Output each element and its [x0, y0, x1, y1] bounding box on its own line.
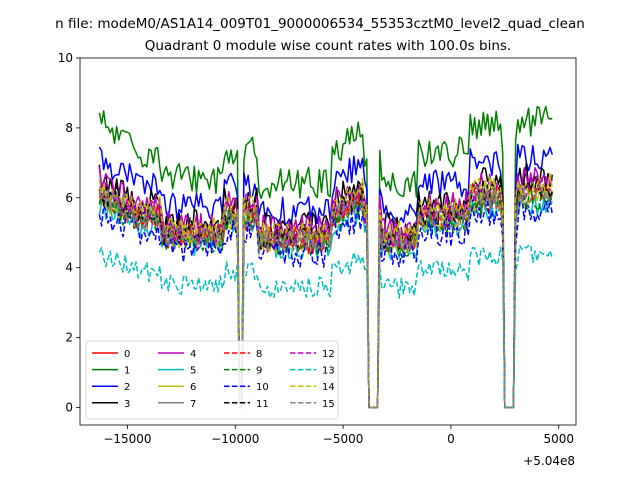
- legend-label: 3: [124, 399, 130, 410]
- chart-title: Quadrant 0 module wise count rates with …: [145, 38, 511, 54]
- legend-label: 10: [256, 382, 269, 393]
- series-line-9: [98, 187, 553, 409]
- legend-label: 15: [322, 399, 335, 410]
- y-tick-label: 0: [65, 401, 73, 415]
- figure-suptitle: n file: modeM0/AS1A14_009T01_9000006534_…: [55, 16, 585, 32]
- legend-label: 9: [256, 366, 262, 377]
- legend-label: 11: [256, 399, 269, 410]
- y-tick-label: 2: [65, 331, 73, 345]
- series-line-15: [98, 184, 553, 409]
- x-tick-label: 5000: [543, 432, 574, 446]
- x-tick-label: 0: [447, 432, 455, 446]
- legend-label: 8: [256, 349, 262, 360]
- series-line-13: [98, 244, 554, 409]
- legend-label: 7: [190, 399, 196, 410]
- x-offset-label: +5.04e8: [523, 454, 575, 468]
- series-line-2: [98, 143, 554, 409]
- legend-label: 13: [322, 366, 335, 377]
- series-line-14: [98, 172, 554, 409]
- series-line-1: [98, 105, 553, 409]
- legend-label: 1: [124, 366, 130, 377]
- x-tick-label: −5000: [323, 432, 364, 446]
- legend-label: 2: [124, 382, 130, 393]
- y-tick-label: 6: [65, 191, 73, 205]
- y-tick-label: 4: [65, 261, 73, 275]
- legend-label: 5: [190, 366, 196, 377]
- legend-label: 4: [190, 349, 196, 360]
- y-tick-label: 10: [58, 51, 73, 65]
- plot-frame: [79, 57, 577, 426]
- x-tick-label: −10000: [211, 432, 259, 446]
- legend-label: 14: [322, 382, 335, 393]
- x-tick-label: −15000: [103, 432, 151, 446]
- legend-label: 6: [190, 382, 196, 393]
- series-layer: [98, 105, 554, 409]
- legend-label: 12: [322, 349, 335, 360]
- y-tick-label: 8: [65, 121, 73, 135]
- legend-label: 0: [124, 349, 130, 360]
- legend-box: [85, 340, 339, 420]
